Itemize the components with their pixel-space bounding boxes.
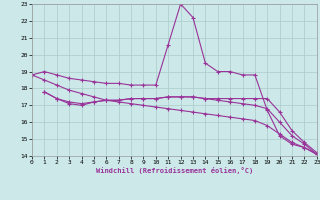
X-axis label: Windchill (Refroidissement éolien,°C): Windchill (Refroidissement éolien,°C)	[96, 167, 253, 174]
